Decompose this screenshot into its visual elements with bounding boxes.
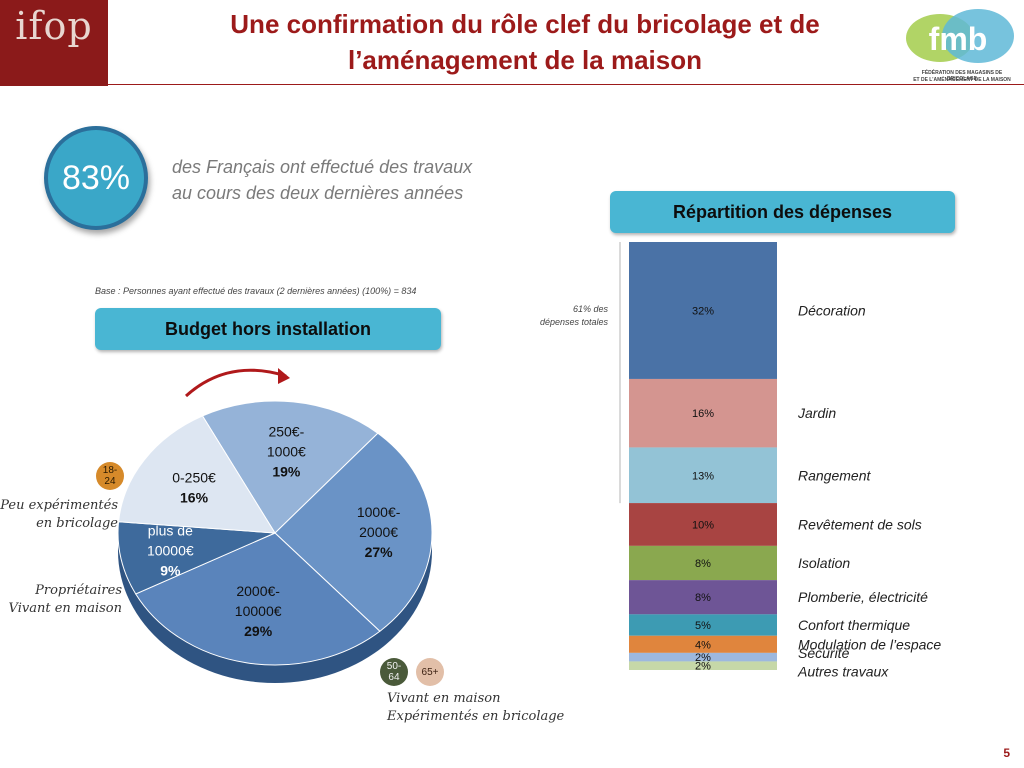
profile-label-left-bottom: Propriétaires Vivant en maison [0, 582, 122, 618]
profile-bottom-line-1: Vivant en maison [387, 691, 501, 706]
profile-label-bottom: Vivant en maison Expérimentés en bricola… [387, 690, 587, 726]
bar-category-5: Isolation [798, 555, 850, 571]
curved-arrow-icon [184, 368, 290, 398]
title-divider [108, 84, 1024, 85]
fmb-subtitle-1: FÉDÉRATION DES MAGASINS DE BRICOLAGE [921, 70, 1003, 82]
bar-segment-10 [629, 661, 777, 670]
title-line-2: l’aménagement de la maison [347, 45, 702, 75]
bar-segment-4 [629, 503, 777, 546]
pie-label-1-line-2: 1000€ [267, 444, 306, 460]
bar-segment-8 [629, 635, 777, 653]
age-badge-18-24: 18- 24 [96, 462, 124, 490]
fmb-logo-text: fmb [929, 21, 988, 57]
profile-left-top-line-2: en bricolage [36, 516, 118, 531]
bar-segment-6 [629, 580, 777, 615]
bar-value-2: 16% [692, 408, 714, 420]
bar-segment-3 [629, 447, 777, 504]
bar-category-9: Sécurité [798, 645, 850, 661]
note-61-line-1: 61% des [572, 304, 608, 314]
profile-left-bottom-line-2: Vivant en maison [8, 601, 122, 616]
pie-slice-3 [135, 532, 381, 666]
bar-value-6: 8% [695, 592, 711, 604]
bar-value-4: 10% [692, 519, 714, 531]
bar-category-1: Décoration [798, 302, 866, 318]
bar-category-3: Rangement [798, 467, 871, 483]
pie-value-3: 29% [244, 623, 273, 639]
pie-slice-4 [117, 521, 276, 595]
kpi-text-line-2: au cours des deux dernières années [172, 183, 464, 203]
bar-value-1: 32% [692, 305, 714, 317]
pie-label-1-line-1: 250€- [268, 424, 304, 440]
age-badge-65-plus: 65+ [416, 658, 444, 686]
kpi-circle: 83% [44, 126, 148, 230]
pie-value-4: 9% [160, 563, 181, 579]
fmb-subtitle-2: ET DE L’AMÉNAGEMENT DE LA MAISON [913, 77, 1011, 83]
pie-label-5-line-1: 0-250€ [172, 470, 216, 486]
pie-slice-5 [118, 415, 276, 534]
profile-left-bottom-line-1: Propriétaires [35, 583, 122, 598]
title-line-1: Une confirmation du rôle clef du bricola… [230, 9, 820, 39]
bar-category-4: Revêtement de sols [798, 516, 922, 532]
bar-segment-2 [629, 378, 777, 448]
bar-value-9: 2% [695, 652, 711, 664]
profile-bottom-line-2: Expérimentés en bricolage [387, 709, 565, 724]
pie-value-5: 16% [180, 490, 209, 506]
profile-left-top-line-1: Peu expérimentés [0, 498, 118, 513]
note-61-line-2: dépenses totales [539, 317, 608, 327]
bar-value-10: 2% [695, 661, 711, 673]
note-61-percent: 61% des dépenses totales [520, 303, 608, 329]
profile-label-left-top: Peu expérimentés en bricolage [0, 497, 118, 533]
pie-value-1: 19% [272, 464, 301, 480]
repartition-title: Répartition des dépenses [610, 191, 955, 233]
age-badge-50-64: 50- 64 [380, 658, 408, 686]
budget-title: Budget hors installation [95, 308, 441, 350]
kpi-text: des Français ont effectué des travaux au… [172, 154, 552, 206]
bar-value-7: 5% [695, 620, 711, 632]
pie-label-4-line-2: 10000€ [147, 543, 194, 559]
bar-segment-7 [629, 614, 777, 636]
base-note: Base : Personnes ayant effectué des trav… [95, 286, 417, 296]
pie-label-3-line-1: 2000€- [236, 583, 280, 599]
bar-segment-5 [629, 545, 777, 581]
ifop-logo-box [0, 0, 108, 86]
bar-value-3: 13% [692, 470, 714, 482]
pie-slice-1 [201, 400, 379, 534]
bar-segment-9 [629, 652, 777, 662]
bar-category-6: Plomberie, électricité [798, 589, 928, 605]
bar-category-7: Confort thermique [798, 617, 910, 633]
budget-pie-chart: 250€- 1000€ 19% 1000€- 2000€ 27% 2000€- 10000€ 2… [117, 400, 433, 683]
bar-value-5: 8% [695, 558, 711, 570]
pie-label-2-line-1: 1000€- [357, 504, 401, 520]
bar-category-8: Modulation de l’espace [798, 636, 941, 652]
ifop-logo: ifop [15, 4, 93, 48]
bar-value-8: 4% [695, 639, 711, 651]
bar-category-2: Jardin [797, 405, 836, 421]
fmb-logo: fmb [906, 9, 1014, 63]
bar-category-10: Autres travaux [797, 664, 889, 678]
pie-label-3-line-2: 10000€ [235, 603, 282, 619]
bar-segment-1 [629, 242, 777, 379]
pie-value-2: 27% [365, 544, 394, 560]
pie-slice-2 [274, 432, 433, 632]
page-title: Une confirmation du rôle clef du bricola… [150, 6, 900, 78]
kpi-text-line-1: des Français ont effectué des travaux [172, 157, 473, 177]
repartition-stacked-bar: 32% Décoration 16% Jardin 13% Rangement 10% Rev… [619, 242, 941, 678]
pie-label-2-line-2: 2000€ [359, 524, 398, 540]
page-number: 5 [1003, 746, 1010, 760]
